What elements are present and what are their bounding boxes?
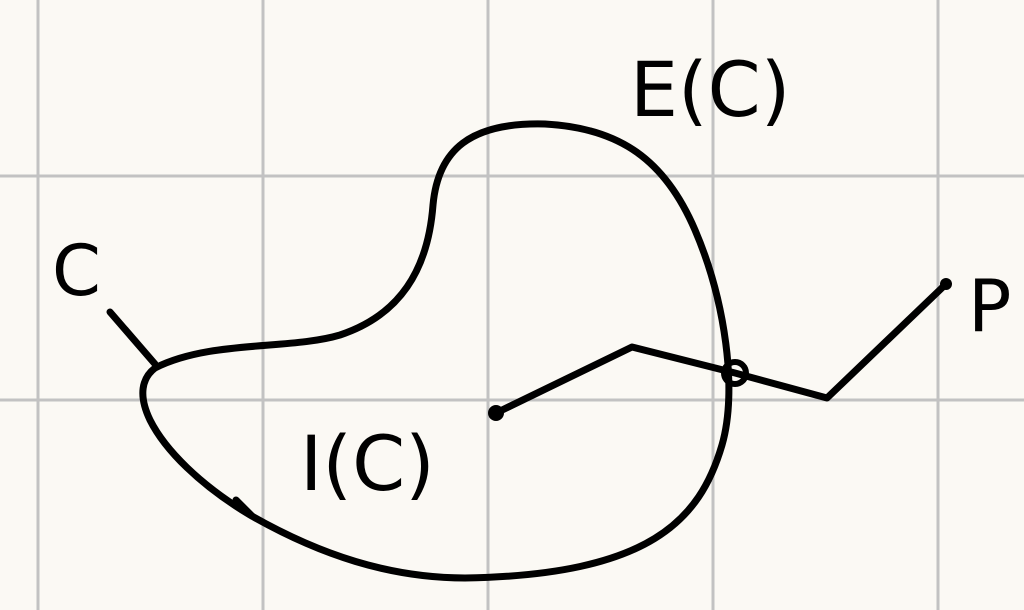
crossing-point-marker xyxy=(721,359,749,387)
point-p-dot xyxy=(940,278,952,290)
curve-label-leader xyxy=(106,308,159,368)
exterior-label: E(C) xyxy=(630,45,791,134)
path-from-interior-to-p xyxy=(492,280,950,417)
curve-arrow-tick xyxy=(232,496,256,520)
point-label: P xyxy=(968,264,1012,348)
interior-point-dot xyxy=(488,405,504,421)
interior-label: I(C) xyxy=(300,419,435,508)
curve-label: C xyxy=(52,230,101,312)
